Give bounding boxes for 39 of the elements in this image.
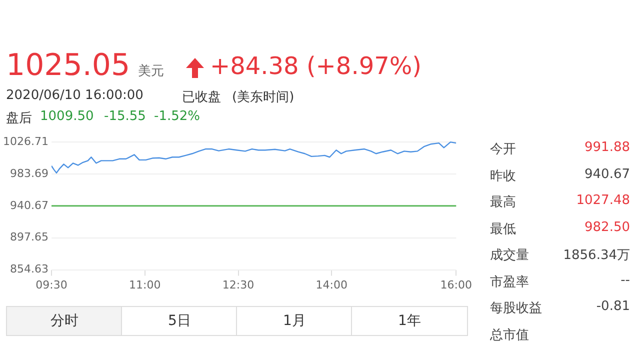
text: -- — [620, 272, 630, 288]
text: 已收盘 — [182, 89, 221, 106]
x-tick-label: 09:30 — [36, 278, 68, 292]
text: 1856.34万 — [563, 247, 630, 264]
text: +84.38 (+8.97%) — [210, 52, 422, 80]
y-tick-label: 854.63 — [10, 262, 48, 276]
text: 最低 — [490, 220, 516, 238]
text: 美元 — [138, 63, 164, 80]
text: 最高 — [490, 194, 516, 211]
text: -15.55 — [104, 109, 146, 124]
text: 1027.48 — [576, 193, 630, 208]
text: 991.88 — [584, 140, 630, 155]
text: 每股收益 — [490, 300, 542, 317]
x-tick-label: 11:00 — [129, 278, 161, 292]
text: 分时 — [6, 306, 123, 336]
text: 盘后 — [6, 110, 32, 127]
text: 940.67 — [584, 166, 630, 182]
text: -0.81 — [596, 299, 630, 314]
text: 1025.05 — [6, 48, 130, 83]
y-tick-label: 897.65 — [10, 230, 48, 244]
text: 1月 — [236, 306, 353, 336]
text: 市盈率 — [490, 274, 529, 290]
x-tick-label: 14:00 — [316, 278, 348, 292]
text: 成交量 — [490, 247, 529, 264]
y-tick-label: 940.67 — [10, 198, 48, 212]
text: 5日 — [121, 306, 238, 336]
text: 982.50 — [584, 220, 630, 234]
x-tick-label: 16:00 — [440, 278, 472, 292]
text: -1.52% — [154, 109, 200, 124]
y-tick-label: 1026.71 — [2, 134, 48, 148]
text: (美东时间) — [232, 89, 294, 106]
text: 2020/06/10 16:00:00 — [6, 88, 144, 103]
y-tick-label: 983.69 — [10, 166, 48, 180]
text: 今开 — [490, 141, 516, 158]
x-tick-label: 12:30 — [222, 278, 254, 292]
text: 昨收 — [490, 168, 516, 184]
text: 1年 — [351, 306, 468, 336]
text: 总市值 — [490, 326, 529, 344]
text: 1009.50 — [40, 109, 94, 124]
